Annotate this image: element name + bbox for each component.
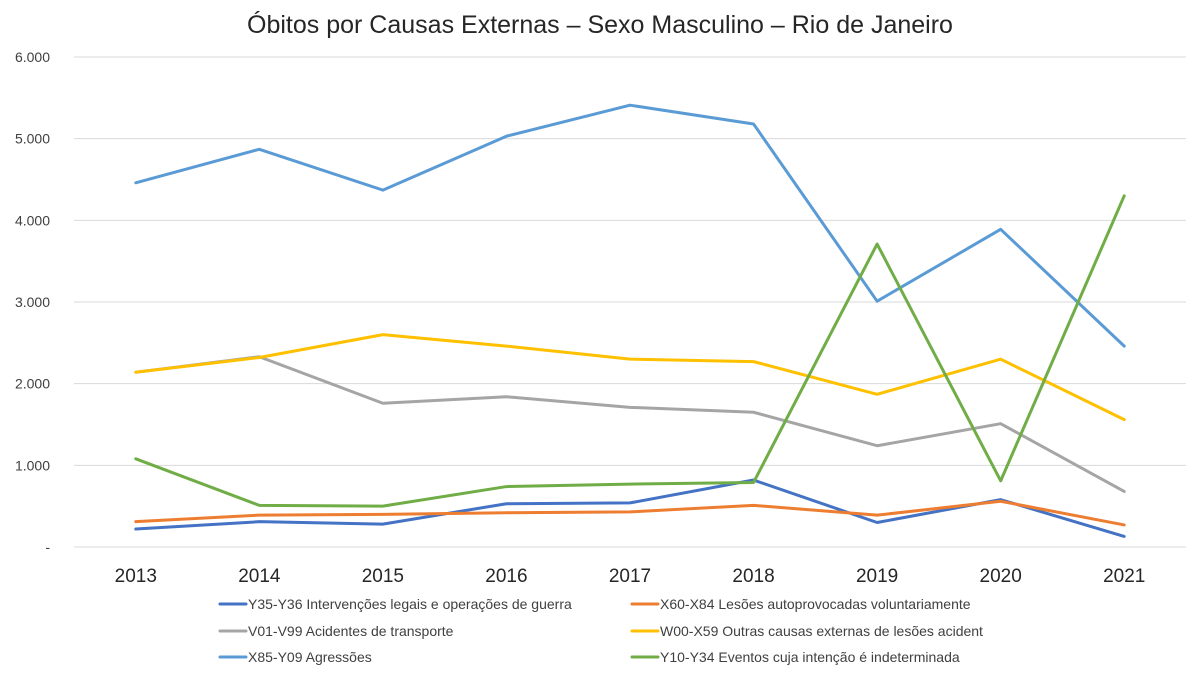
series-line-1	[134, 478, 1126, 538]
y-axis: - 1.000 2.000 3.000 4.000 5.000 6.000	[15, 49, 50, 555]
series-line-6	[134, 194, 1126, 508]
legend-label-1: Y35-Y36 Intervenções legais e operações …	[248, 596, 572, 612]
y-tick-label: 2.000	[15, 376, 50, 392]
series-lines	[134, 103, 1126, 538]
x-tick-label: 2017	[609, 566, 651, 587]
x-tick-label: 2016	[485, 566, 527, 587]
series-line-5	[134, 103, 1126, 348]
y-tick-label: 4.000	[15, 212, 50, 228]
legend-label-2: X60-X84 Lesões autoprovocadas voluntaria…	[660, 596, 971, 612]
x-tick-label: 2015	[362, 566, 404, 587]
x-tick-label: 2014	[238, 566, 281, 587]
y-tick-label: 1.000	[15, 457, 50, 473]
x-tick-label: 2019	[856, 566, 898, 587]
x-axis: 2013 2014 2015 2016 2017 2018 2019 2020 2021	[115, 566, 1146, 587]
gridlines	[74, 56, 1186, 548]
series-line-3	[134, 355, 1126, 493]
x-tick-label: 2020	[980, 566, 1022, 587]
legend: Y35-Y36 Intervenções legais e operações …	[218, 596, 983, 665]
legend-label-5: X85-Y09 Agressões	[248, 649, 372, 665]
chart-title: Óbitos por Causas Externas – Sexo Mascul…	[247, 10, 953, 39]
x-tick-label: 2013	[115, 566, 157, 587]
y-tick-label: -	[45, 539, 50, 555]
series-line-2	[134, 499, 1126, 527]
x-tick-label: 2021	[1103, 566, 1145, 587]
x-tick-label: 2018	[732, 566, 774, 587]
legend-label-3: V01-V99 Acidentes de transporte	[248, 623, 454, 639]
y-tick-label: 3.000	[15, 294, 50, 310]
series-line-4	[134, 333, 1126, 422]
y-tick-label: 5.000	[15, 131, 50, 147]
y-tick-label: 6.000	[15, 49, 50, 65]
legend-label-4: W00-X59 Outras causas externas de lesões…	[660, 623, 983, 639]
legend-label-6: Y10-Y34 Eventos cuja intenção é indeterm…	[660, 649, 960, 665]
